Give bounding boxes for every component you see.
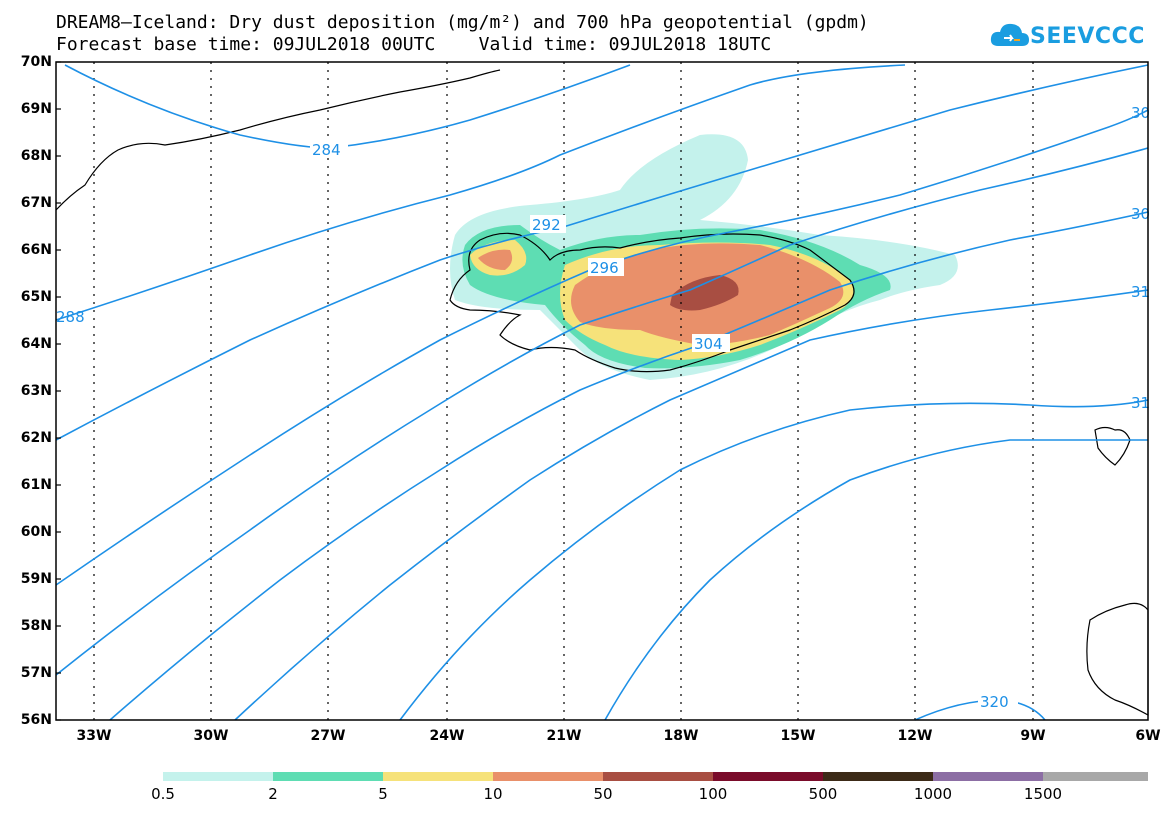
dust-level-50 (670, 275, 739, 311)
contour-label-284: 284 (312, 141, 341, 159)
seevccc-logo: SEEVCCC (990, 18, 1160, 58)
contour-label-296: 296 (590, 259, 619, 277)
contour-label-292: 292 (532, 216, 561, 234)
colorbar-swatch-2 (383, 772, 493, 781)
lon-label: 9W (1020, 728, 1046, 744)
lon-label: 15W (780, 728, 816, 744)
lat-label: 67N (20, 195, 52, 211)
colorbar-label: 2 (268, 785, 278, 803)
coastlines (55, 69, 1149, 717)
contour-label-300b-east: 30 (1131, 205, 1150, 223)
contour-labels: 284 292 296 304 320 288 30 30 31 31 (56, 104, 1150, 711)
lat-label: 61N (20, 477, 52, 493)
colorbar-label: 500 (808, 785, 838, 803)
colorbar-swatch-7 (933, 772, 1043, 781)
dust-level-10 (478, 243, 844, 345)
lat-label: 62N (20, 430, 52, 446)
contour-284 (64, 64, 631, 149)
faroe-coast (1094, 426, 1131, 466)
lat-label: 59N (20, 571, 52, 587)
graticule (93, 62, 1034, 720)
lat-label: 69N (20, 101, 52, 117)
scotland-coast (1086, 602, 1149, 717)
colorbar-label: 1000 (913, 785, 953, 803)
lat-label: 57N (20, 665, 52, 681)
colorbar-label: 50 (593, 785, 613, 803)
contour-label-31b-east: 31 (1131, 394, 1150, 412)
geopotential-contours (55, 64, 1149, 721)
lat-label: 68N (20, 148, 52, 164)
contour-label-300-east: 30 (1131, 104, 1150, 122)
contour-288 (55, 64, 906, 321)
colorbar-swatch-3 (493, 772, 603, 781)
lat-label: 65N (20, 289, 52, 305)
contour-292 (55, 64, 1149, 441)
contour-308 (234, 289, 1149, 721)
colorbar-label: 10 (483, 785, 503, 803)
colorbar (163, 772, 1148, 781)
iceland-coast (449, 232, 855, 373)
contour-label-320: 320 (980, 693, 1009, 711)
lon-label: 27W (310, 728, 346, 744)
contour-304 (109, 211, 1149, 721)
lon-label: 6W (1135, 728, 1161, 744)
lat-ticks (56, 61, 61, 721)
lon-label: 18W (663, 728, 699, 744)
lat-label: 70N (20, 54, 52, 70)
logo-text: SEEVCCC (1030, 24, 1145, 49)
contour-300 (55, 147, 1149, 676)
colorbar-swatch-5 (713, 772, 823, 781)
lon-label: 33W (76, 728, 112, 744)
lon-label: 24W (429, 728, 465, 744)
colorbar-label: 5 (378, 785, 388, 803)
colorbar-label: 1500 (1023, 785, 1063, 803)
contour-316 (604, 439, 1148, 721)
lat-label: 60N (20, 524, 52, 540)
map-frame (55, 61, 1149, 721)
colorbar-swatch-4 (603, 772, 713, 781)
colorbar-label: 100 (698, 785, 728, 803)
colorbar-swatch-6 (823, 772, 933, 781)
contour-label-304: 304 (694, 335, 723, 353)
lon-label: 21W (546, 728, 582, 744)
lat-label: 56N (20, 712, 52, 728)
contour-label-31-east: 31 (1131, 283, 1150, 301)
colorbar-swatch-8 (1043, 772, 1148, 781)
lat-label: 64N (20, 336, 52, 352)
cloud-icon (990, 23, 1029, 46)
lat-label: 58N (20, 618, 52, 634)
lon-label: 12W (897, 728, 933, 744)
forecast-times: Forecast base time: 09JUL2018 00UTC Vali… (56, 34, 772, 55)
lon-label: 30W (193, 728, 229, 744)
greenland-coast (55, 69, 501, 211)
colorbar-label: 0.5 (151, 785, 175, 803)
colorbar-swatch-0 (163, 772, 273, 781)
colorbar-swatch-1 (273, 772, 383, 781)
contour-label-288: 288 (56, 308, 85, 326)
map-title: DREAM8–Iceland: Dry dust deposition (mg/… (56, 12, 869, 33)
lat-label: 63N (20, 383, 52, 399)
contour-312 (399, 399, 1149, 721)
lat-label: 66N (20, 242, 52, 258)
